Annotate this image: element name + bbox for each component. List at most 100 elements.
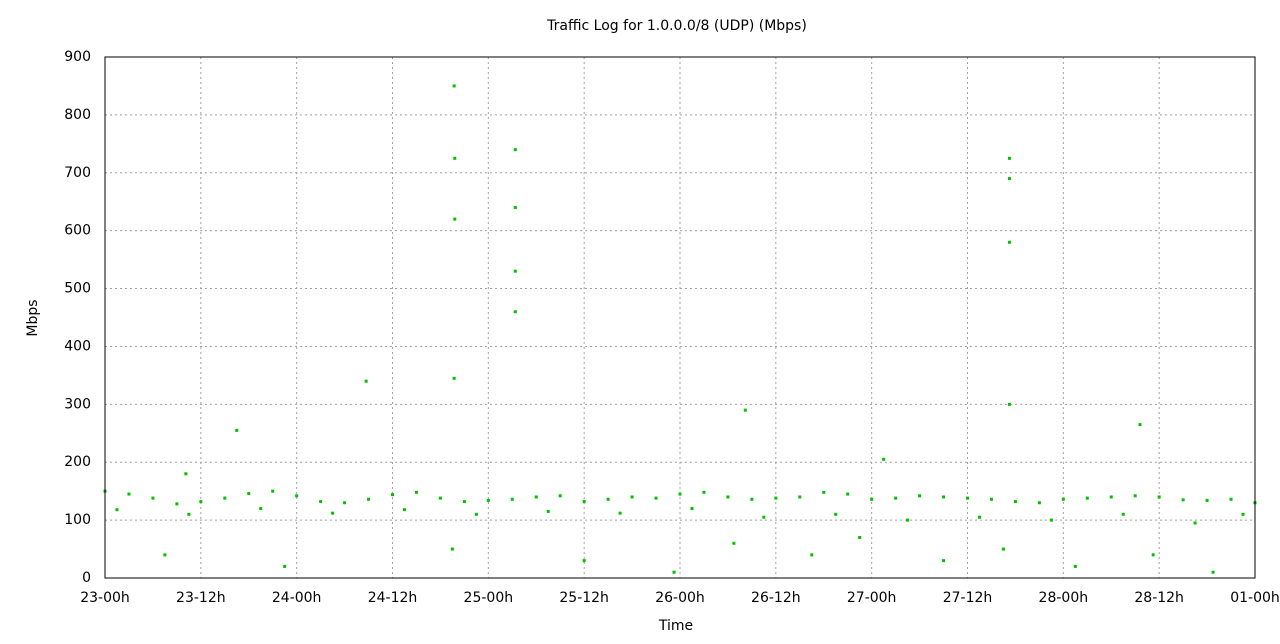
- point: [582, 500, 586, 504]
- point: [942, 559, 946, 563]
- y-tick-label: 800: [64, 107, 91, 123]
- point: [513, 206, 517, 210]
- point: [1007, 240, 1011, 244]
- x-tick-label: 24-00h: [272, 590, 322, 606]
- x-tick-label: 25-00h: [464, 590, 514, 606]
- point: [977, 515, 981, 519]
- y-tick-label: 900: [64, 49, 91, 65]
- x-tick-label: 23-00h: [80, 590, 130, 606]
- point: [364, 379, 368, 383]
- chart-title: Traffic Log for 1.0.0.0/8 (UDP) (Mbps): [546, 18, 807, 34]
- point: [513, 269, 517, 273]
- y-tick-label: 600: [64, 223, 91, 239]
- point: [582, 559, 586, 563]
- point: [199, 500, 203, 504]
- point: [510, 497, 514, 501]
- point: [295, 494, 299, 498]
- point: [1121, 512, 1125, 516]
- point: [1049, 518, 1053, 522]
- point: [989, 497, 993, 501]
- point: [414, 490, 418, 494]
- point: [558, 494, 562, 498]
- point: [184, 472, 188, 476]
- point: [1241, 512, 1245, 516]
- point: [726, 495, 730, 499]
- point: [654, 496, 658, 500]
- point: [462, 500, 466, 504]
- point: [450, 547, 454, 551]
- x-tick-label: 27-00h: [847, 590, 897, 606]
- point: [223, 496, 227, 500]
- point: [894, 496, 898, 500]
- point: [870, 497, 874, 501]
- point: [1133, 494, 1137, 498]
- y-tick-label: 400: [64, 338, 91, 354]
- point: [151, 496, 155, 500]
- point: [247, 491, 251, 495]
- point: [1157, 495, 1161, 499]
- x-tick-label: 24-12h: [368, 590, 418, 606]
- point: [271, 489, 275, 493]
- x-tick-label: 28-00h: [1039, 590, 1089, 606]
- point: [343, 501, 347, 505]
- point: [1193, 521, 1197, 525]
- point: [1007, 156, 1011, 160]
- point: [1037, 501, 1041, 505]
- point: [750, 497, 754, 501]
- point: [822, 490, 826, 494]
- point: [1181, 498, 1185, 502]
- point: [452, 84, 456, 88]
- point: [690, 507, 694, 511]
- point: [453, 217, 457, 221]
- point: [918, 494, 922, 498]
- point: [906, 518, 910, 522]
- point: [1229, 497, 1233, 501]
- point: [834, 512, 838, 516]
- point: [513, 310, 517, 314]
- point: [163, 553, 167, 557]
- point: [367, 497, 371, 501]
- point: [1138, 423, 1142, 427]
- point: [438, 496, 442, 500]
- point: [115, 508, 119, 512]
- point: [966, 496, 969, 500]
- point: [474, 512, 478, 516]
- point: [618, 511, 622, 515]
- point: [486, 498, 490, 502]
- point: [175, 502, 179, 506]
- point: [331, 511, 335, 515]
- point: [672, 570, 676, 574]
- point: [798, 495, 802, 499]
- point: [846, 492, 850, 496]
- point: [513, 148, 517, 152]
- x-tick-label: 01-00h: [1230, 590, 1280, 606]
- point: [402, 508, 406, 512]
- y-tick-label: 0: [82, 570, 91, 586]
- point: [235, 428, 239, 432]
- plot-frame: [104, 56, 1256, 579]
- point: [774, 496, 778, 500]
- point: [1085, 496, 1089, 500]
- point: [1151, 553, 1155, 557]
- point: [283, 564, 287, 568]
- point: [942, 495, 946, 499]
- point: [1211, 570, 1215, 574]
- x-axis-label: Time: [658, 618, 693, 634]
- y-tick-label: 100: [64, 512, 91, 528]
- x-tick-label: 26-12h: [751, 590, 801, 606]
- x-tick-label: 27-12h: [943, 590, 993, 606]
- point: [1007, 177, 1011, 181]
- point: [732, 541, 736, 545]
- point: [810, 553, 814, 557]
- point: [1109, 495, 1113, 499]
- point: [630, 495, 634, 499]
- x-tick-label: 26-00h: [655, 590, 705, 606]
- point: [1001, 547, 1005, 551]
- point: [546, 509, 550, 513]
- y-tick-label: 200: [64, 454, 91, 470]
- point: [187, 512, 191, 516]
- point: [1007, 402, 1011, 406]
- y-tick-label: 700: [64, 165, 91, 181]
- x-tick-label: 28-12h: [1134, 590, 1184, 606]
